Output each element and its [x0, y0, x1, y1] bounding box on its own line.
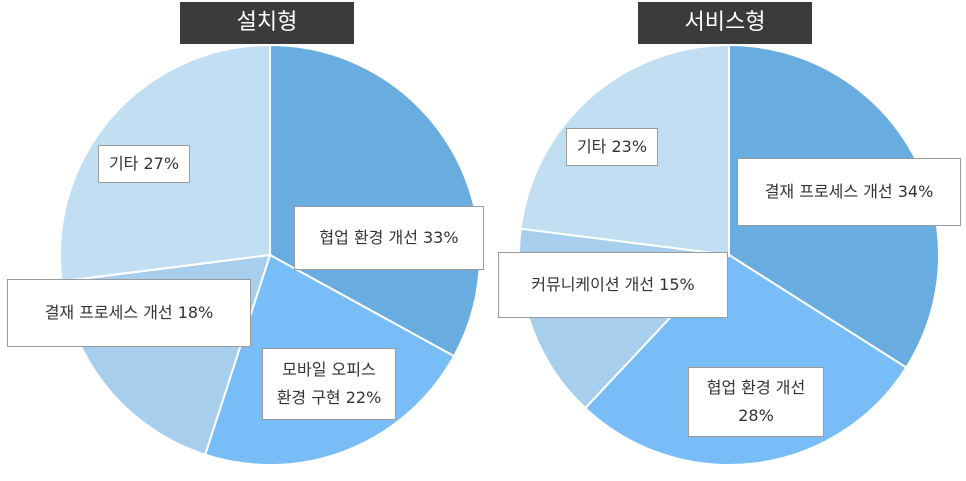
slice-label-approval: 결재 프로세스 개선 18% [7, 279, 251, 347]
slice-label-mobile: 모바일 오피스 환경 구현 22% [262, 348, 396, 420]
chart-title: 서비스형 [638, 2, 812, 44]
slice-label-other: 기타 23% [566, 128, 658, 166]
slice-label-collab: 협업 환경 개선 28% [688, 367, 824, 437]
slice-label-line: 28% [738, 406, 774, 425]
slice-label-communication: 커뮤니케이션 개선 15% [498, 252, 728, 318]
pie-slice [269, 43, 481, 358]
slice-label-other: 기타 27% [98, 145, 190, 183]
slice-label-approval: 결재 프로세스 개선 34% [737, 158, 961, 226]
slice-label-line: 협업 환경 개선 [706, 378, 806, 397]
chart-service: 서비스형 결재 프로세스 개선 34% 협업 환경 개선 28% 커뮤니케이션 … [483, 0, 966, 481]
chart-installed: 설치형 협업 환경 개선 33% 모바일 오피스 환경 구현 22% 결재 프로… [7, 2, 484, 466]
slice-label-line: 모바일 오피스 [282, 360, 376, 379]
chart-title: 설치형 [180, 2, 354, 44]
pie-slice [583, 253, 908, 466]
slice-label-collab: 협업 환경 개선 33% [294, 206, 484, 270]
slice-label-line: 환경 구현 22% [276, 388, 382, 407]
